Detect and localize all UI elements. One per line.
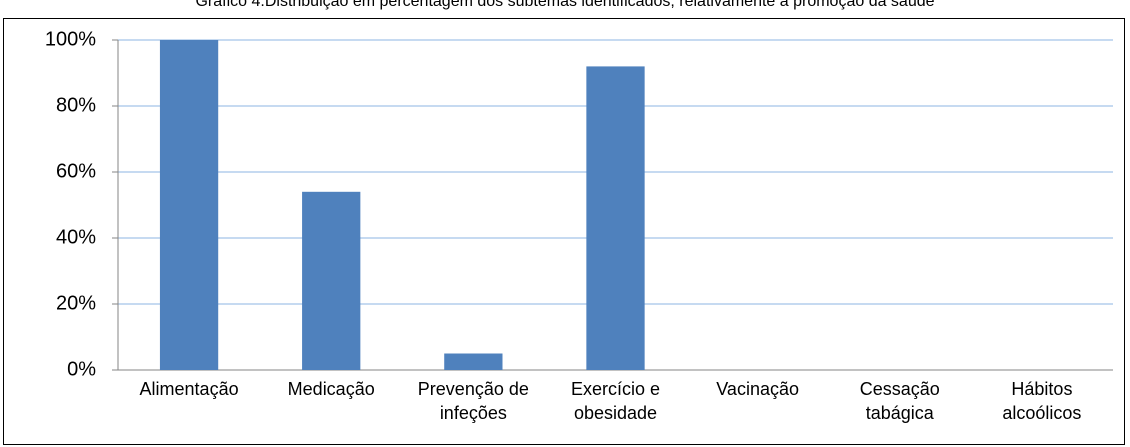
x-tick-label: Hábitos alcoólicos <box>1002 379 1082 423</box>
y-tick-label: 0% <box>67 358 96 380</box>
x-tick-label: Alimentação <box>139 379 239 399</box>
x-tick-label: Cessação tabágica <box>859 379 940 423</box>
x-tick-label: Medicação <box>287 379 375 399</box>
chart-title: Gráfico 4.Distribuição em percentagem do… <box>195 0 935 10</box>
bar <box>444 353 503 370</box>
y-tick-label: 20% <box>56 292 96 314</box>
x-tick-label: Exercício e obesidade <box>570 379 661 423</box>
x-tick-label: Vacinação <box>716 379 799 399</box>
bar <box>302 191 361 370</box>
x-tick-label: Prevenção de infeções <box>417 379 529 423</box>
chart-frame <box>3 18 1125 445</box>
y-tick-label: 80% <box>56 94 96 116</box>
y-tick-label: 100% <box>45 28 96 50</box>
y-tick-label: 60% <box>56 160 96 182</box>
bar <box>159 40 219 370</box>
bar <box>586 66 645 371</box>
y-tick-label: 40% <box>56 226 96 248</box>
